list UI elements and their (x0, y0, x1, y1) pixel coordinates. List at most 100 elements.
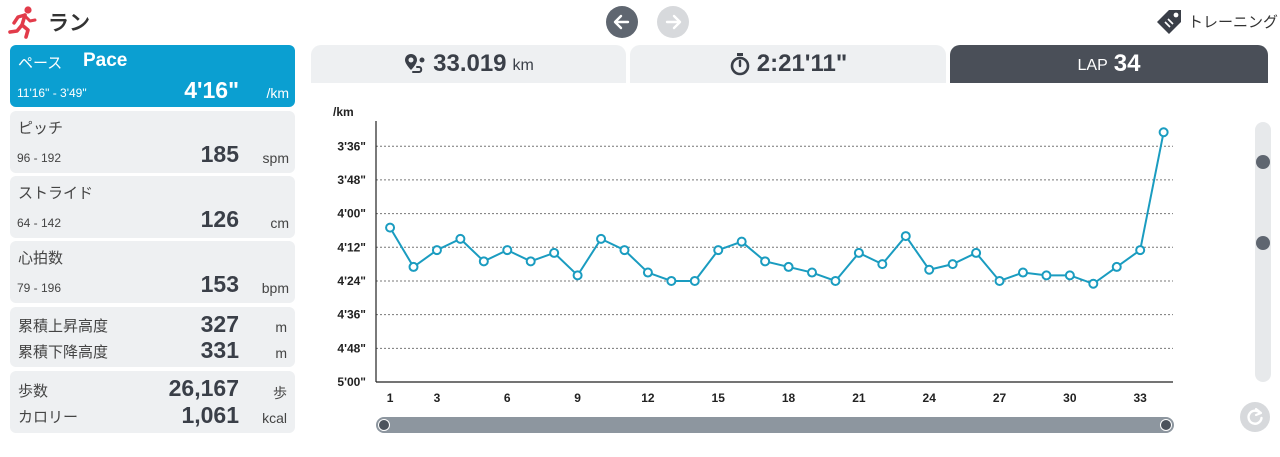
time-value: 2:21'11" (756, 50, 848, 77)
stat-card-steps: 歩数 26,167 歩 カロリー 1,061 kcal (10, 371, 295, 433)
lap-point[interactable] (924, 264, 935, 275)
y-tick-label: 4'36" (337, 308, 366, 322)
lap-point[interactable] (549, 247, 560, 258)
tag-icon (1156, 10, 1181, 34)
heart-rate-unit: bpm (261, 280, 289, 296)
pace-series-line (389, 132, 1165, 285)
lap-point[interactable] (830, 275, 841, 286)
lap-point[interactable] (431, 245, 442, 256)
tab-lap[interactable]: LAP 34 (950, 45, 1268, 83)
pace-chart: /km 3'36" 3'48" 4'00" 4'12" 4'24" 4'36" 4'48" 5… (333, 105, 1173, 405)
ascent-label: 累積上昇高度 (18, 317, 109, 335)
pitch-unit: spm (262, 150, 289, 166)
x-tick-label: 15 (712, 391, 726, 405)
lap-point[interactable] (783, 261, 794, 272)
x-tick-label: 3 (434, 391, 441, 405)
x-tick-label: 6 (504, 391, 511, 405)
reset-zoom-button[interactable] (1240, 402, 1270, 432)
lap-value: 34 (1113, 50, 1141, 77)
tab-distance[interactable]: 33.019 km (311, 45, 626, 83)
pace-range: 11'16" - 3'49" (17, 86, 87, 100)
arrow-left-icon (613, 14, 630, 30)
x-tick-label: 27 (993, 391, 1007, 405)
calorie-unit: kcal (262, 410, 287, 426)
lap-point[interactable] (455, 233, 466, 244)
distance-value: 33.019 (433, 50, 507, 77)
route-pin-icon (405, 54, 425, 73)
heart-rate-range: 79 - 196 (17, 281, 62, 295)
refresh-icon (1247, 407, 1263, 425)
lap-point[interactable] (760, 256, 771, 267)
forward-button[interactable] (657, 6, 689, 38)
grid-lines (376, 145, 1173, 349)
y-tick-label: 3'48" (337, 173, 366, 187)
descent-value: 331 (200, 337, 239, 363)
lap-point[interactable] (1017, 267, 1028, 278)
zoom-lower-handle[interactable] (1256, 236, 1270, 250)
back-button[interactable] (606, 6, 638, 38)
lap-point[interactable] (1088, 278, 1099, 289)
zoom-upper-handle[interactable] (1256, 155, 1270, 169)
pace-label-jp: ペース (18, 54, 63, 72)
distance-unit: km (512, 57, 534, 74)
stat-card-heart-rate[interactable]: 心拍数 79 - 196 153 bpm (10, 241, 295, 303)
y-tick-label: 4'24" (337, 274, 366, 288)
x-tick-label: 1 (387, 391, 394, 405)
lap-point[interactable] (877, 259, 888, 270)
x-tick-label: 21 (852, 391, 866, 405)
range-start-handle[interactable] (378, 419, 390, 431)
pace-unit: /km (266, 85, 289, 101)
range-end-handle[interactable] (1160, 419, 1172, 431)
lap-point[interactable] (713, 245, 724, 256)
lap-point[interactable] (408, 261, 419, 272)
stride-range: 64 - 142 (17, 216, 62, 230)
stat-card-elevation: 累積上昇高度 327 m 累積下降高度 331 m (10, 307, 295, 367)
lap-point[interactable] (572, 270, 583, 281)
lap-point[interactable] (619, 245, 630, 256)
lap-point[interactable] (596, 233, 607, 244)
lap-point[interactable] (994, 275, 1005, 286)
lap-point[interactable] (971, 247, 982, 258)
x-tick-label: 18 (782, 391, 796, 405)
tab-time[interactable]: 2:21'11" (630, 45, 946, 83)
stride-label: ストライド (18, 184, 94, 202)
lap-point[interactable] (853, 247, 864, 258)
lap-range-scrollbar[interactable] (376, 417, 1174, 433)
lap-point[interactable] (947, 259, 958, 270)
training-button[interactable]: トレーニング (1156, 6, 1278, 36)
lap-point[interactable] (502, 245, 513, 256)
y-tick-label: 4'00" (337, 207, 366, 221)
lap-point[interactable] (1111, 261, 1122, 272)
y-tick-label: 5'00" (337, 375, 366, 389)
stat-card-pace[interactable]: ペース Pace 11'16" - 3'49" 4'16" /km (10, 45, 295, 107)
vertical-zoom-scrollbar[interactable] (1255, 122, 1271, 382)
lap-point[interactable] (478, 256, 489, 267)
stride-unit: cm (270, 215, 289, 231)
lap-point[interactable] (900, 231, 911, 242)
lap-point[interactable] (1041, 270, 1052, 281)
calorie-value: 1,061 (181, 402, 239, 428)
heart-rate-value: 153 (200, 271, 239, 297)
stat-card-stride[interactable]: ストライド 64 - 142 126 cm (10, 176, 295, 238)
lap-point[interactable] (525, 256, 536, 267)
lap-point[interactable] (385, 222, 396, 233)
x-tick-label: 12 (641, 391, 655, 405)
pitch-range: 96 - 192 (17, 151, 62, 165)
steps-label: 歩数 (18, 382, 49, 400)
steps-value: 26,167 (168, 375, 239, 401)
x-tick-label: 33 (1134, 391, 1148, 405)
y-axis-label: /km (333, 105, 354, 119)
lap-point[interactable] (807, 267, 818, 278)
lap-point[interactable] (1064, 270, 1075, 281)
lap-point[interactable] (736, 236, 747, 247)
lap-point[interactable] (642, 267, 653, 278)
x-tick-label: 30 (1063, 391, 1077, 405)
lap-point[interactable] (1158, 127, 1169, 138)
descent-label: 累積下降高度 (18, 343, 109, 361)
stat-card-pitch[interactable]: ピッチ 96 - 192 185 spm (10, 111, 295, 173)
page-title: ラン (48, 11, 90, 35)
lap-point[interactable] (1135, 245, 1146, 256)
lap-point[interactable] (689, 275, 700, 286)
lap-point[interactable] (666, 275, 677, 286)
stride-value: 126 (200, 206, 239, 232)
